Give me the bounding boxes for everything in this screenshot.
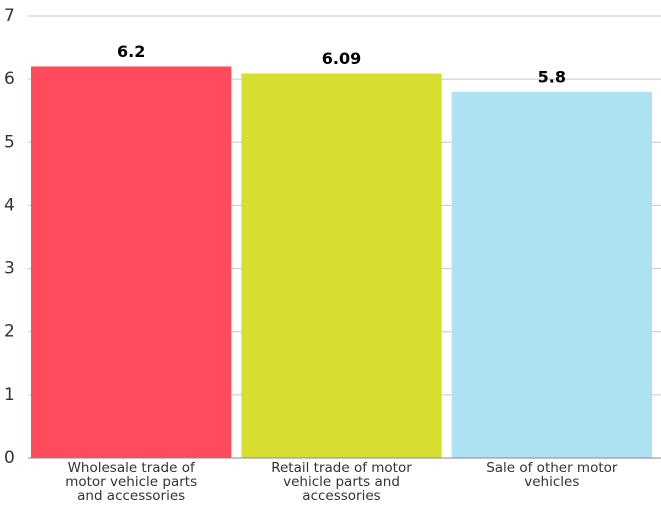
value-label: 6.2: [117, 42, 145, 61]
value-label: 5.8: [538, 67, 566, 86]
x-tick-label: Retail trade of motor vehicle parts and …: [271, 460, 412, 504]
y-tick-label: 5: [4, 132, 15, 152]
bar: [241, 73, 442, 459]
y-tick-label: 0: [4, 448, 15, 468]
bar: [451, 91, 652, 459]
x-tick-label: Sale of other motor vehicles: [486, 460, 618, 490]
value-label: 6.09: [322, 49, 361, 68]
y-tick-label: 2: [4, 322, 15, 342]
y-tick-label: 3: [4, 259, 15, 279]
y-tick-label: 1: [4, 385, 15, 405]
y-tick-label: 6: [4, 69, 15, 89]
y-tick-label: 4: [4, 195, 15, 215]
y-tick-label: 7: [4, 6, 15, 26]
x-tick-label: Wholesale trade of motor vehicle parts a…: [65, 460, 198, 504]
bar: [31, 66, 232, 458]
